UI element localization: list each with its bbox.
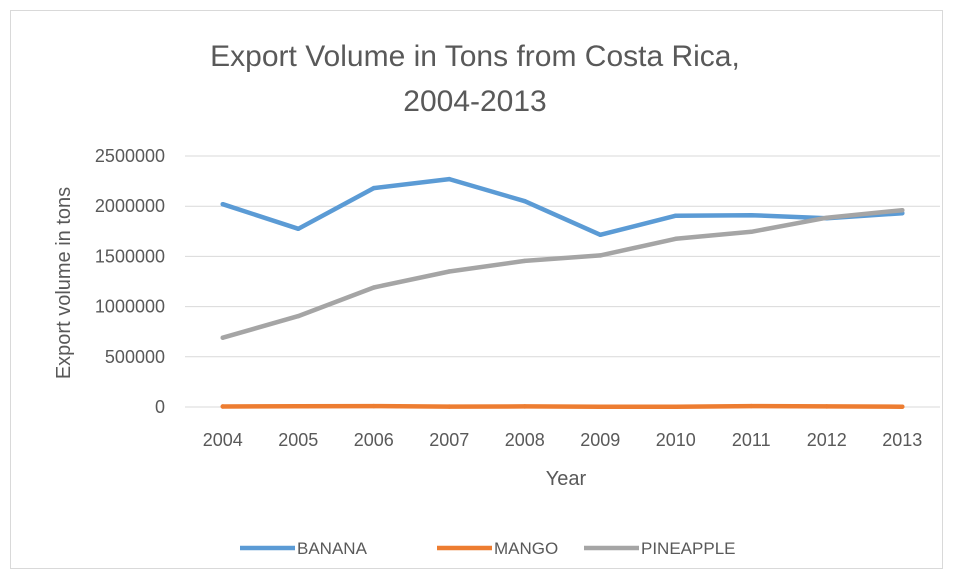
x-axis-title: Year bbox=[546, 468, 587, 490]
data-point bbox=[447, 404, 452, 409]
data-point bbox=[447, 269, 452, 274]
x-tick-label: 2006 bbox=[354, 430, 394, 450]
data-point bbox=[371, 285, 376, 290]
data-point bbox=[824, 404, 829, 409]
x-axis-ticks: 2004 2005 2006 2007 2008 2009 2010 2011 2012 2013 bbox=[203, 430, 923, 450]
data-point bbox=[220, 335, 225, 340]
data-point bbox=[598, 404, 603, 409]
chart-subtitle: 2004-2013 bbox=[403, 85, 546, 118]
x-tick-label: 2010 bbox=[656, 430, 696, 450]
data-point bbox=[371, 185, 376, 191]
y-tick-label: 1000000 bbox=[95, 297, 165, 317]
data-point bbox=[447, 176, 452, 182]
data-point bbox=[598, 232, 603, 238]
data-point bbox=[824, 215, 829, 220]
x-tick-label: 2004 bbox=[203, 430, 243, 450]
data-point bbox=[749, 403, 754, 409]
data-point bbox=[900, 208, 905, 213]
series-mango bbox=[220, 403, 905, 409]
x-tick-label: 2005 bbox=[278, 430, 318, 450]
legend-label: MANGO bbox=[494, 539, 558, 558]
y-tick-label: 2500000 bbox=[95, 146, 165, 166]
y-axis-title: Export volume in tons bbox=[53, 187, 75, 379]
x-tick-label: 2007 bbox=[429, 430, 469, 450]
data-point bbox=[220, 201, 225, 207]
x-tick-label: 2011 bbox=[732, 430, 771, 450]
chart-border bbox=[10, 10, 943, 569]
x-tick-label: 2012 bbox=[807, 430, 847, 450]
y-tick-label: 500000 bbox=[105, 347, 165, 367]
data-point bbox=[749, 213, 754, 218]
data-point bbox=[522, 404, 527, 409]
data-point bbox=[522, 198, 527, 204]
data-point bbox=[900, 404, 905, 409]
data-point bbox=[220, 404, 225, 409]
x-tick-label: 2008 bbox=[505, 430, 545, 450]
data-point bbox=[673, 404, 678, 409]
series-pineapple bbox=[220, 207, 905, 340]
data-point bbox=[522, 258, 527, 264]
legend-label: PINEAPPLE bbox=[641, 539, 736, 558]
data-point bbox=[673, 213, 678, 218]
series-line bbox=[220, 176, 905, 238]
series-line bbox=[220, 207, 905, 340]
y-tick-label: 0 bbox=[155, 397, 165, 417]
x-tick-label: 2013 bbox=[882, 430, 922, 450]
legend: BANANA MANGO PINEAPPLE bbox=[240, 539, 736, 558]
data-point bbox=[673, 236, 678, 242]
y-tick-label: 1500000 bbox=[95, 246, 165, 266]
data-point bbox=[296, 226, 301, 231]
data-point bbox=[371, 403, 376, 409]
data-point bbox=[749, 229, 754, 235]
data-point bbox=[296, 313, 301, 319]
y-axis-ticks: 0 500000 1000000 1500000 2000000 2500000 bbox=[95, 146, 165, 417]
chart-title: Export Volume in Tons from Costa Rica, bbox=[210, 40, 740, 73]
data-point bbox=[296, 404, 301, 409]
y-tick-label: 2000000 bbox=[95, 196, 165, 216]
series-lines bbox=[220, 176, 905, 409]
legend-label: BANANA bbox=[297, 539, 368, 558]
data-point bbox=[598, 253, 603, 258]
x-tick-label: 2009 bbox=[580, 430, 620, 450]
series-line bbox=[220, 403, 905, 409]
